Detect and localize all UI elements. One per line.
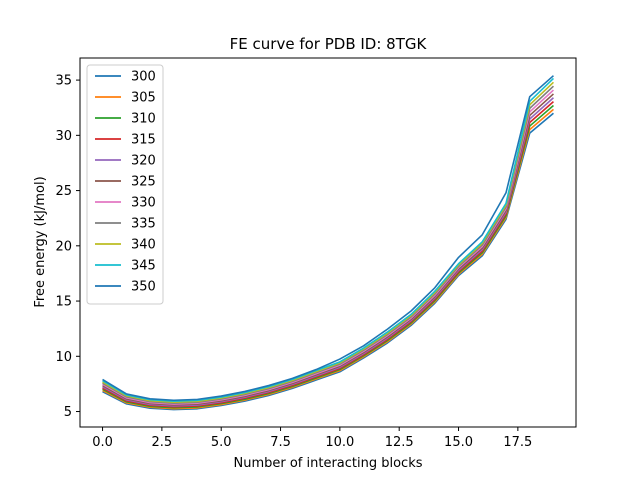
- x-tick-label: 17.5: [503, 435, 532, 450]
- legend-label-340: 340: [131, 238, 156, 253]
- y-tick-label: 10: [55, 350, 72, 365]
- legend-label-335: 335: [131, 217, 156, 232]
- y-axis-label: Free energy (kJ/mol): [33, 176, 48, 307]
- chart-title: FE curve for PDB ID: 8TGK: [230, 35, 428, 53]
- y-tick-label: 35: [55, 74, 72, 89]
- series-line-315: [102, 101, 554, 408]
- y-tick-label: 25: [55, 184, 72, 199]
- series-line-305: [102, 108, 554, 410]
- series-layer: [102, 75, 555, 411]
- plot-area: [79, 57, 577, 428]
- y-axis: 5 10 15 20 25 30 35: [55, 74, 80, 420]
- legend-label-325: 325: [131, 175, 156, 190]
- series-line-320: [102, 97, 554, 407]
- series-line-340: [102, 81, 555, 403]
- legend-label-345: 345: [131, 259, 156, 274]
- legend-label-300: 300: [131, 70, 156, 85]
- series-line-350: [102, 75, 554, 402]
- x-axis: 0.0 2.5 5.0 7.5 10.0 12.5 15.0 17.5: [92, 427, 532, 450]
- series-line-345: [102, 77, 555, 403]
- series-line-330: [102, 89, 554, 405]
- y-tick-label: 20: [55, 239, 72, 254]
- series-line-325: [102, 93, 554, 406]
- series-line-310: [102, 104, 554, 409]
- legend-label-305: 305: [131, 91, 156, 106]
- series-line-335: [102, 85, 554, 404]
- y-tick-label: 5: [64, 405, 72, 420]
- x-tick-label: 15.0: [444, 435, 473, 450]
- y-tick-label: 30: [55, 129, 72, 144]
- x-axis-label: Number of interacting blocks: [233, 456, 422, 471]
- series-line-300: [102, 112, 554, 411]
- legend-label-350: 350: [131, 280, 156, 295]
- y-tick-label: 15: [55, 295, 72, 310]
- x-tick-label: 0.0: [92, 435, 113, 450]
- x-tick-label: 5.0: [211, 435, 232, 450]
- legend-label-330: 330: [131, 196, 156, 211]
- legend-label-315: 315: [131, 133, 156, 148]
- x-tick-label: 7.5: [270, 435, 291, 450]
- x-tick-label: 2.5: [152, 435, 173, 450]
- legend: 300 305 310 315 320 325 330 335 340 345 350: [86, 64, 164, 305]
- x-tick-label: 10.0: [325, 435, 354, 450]
- legend-label-310: 310: [131, 112, 156, 127]
- x-tick-label: 12.5: [385, 435, 414, 450]
- legend-label-320: 320: [131, 154, 156, 169]
